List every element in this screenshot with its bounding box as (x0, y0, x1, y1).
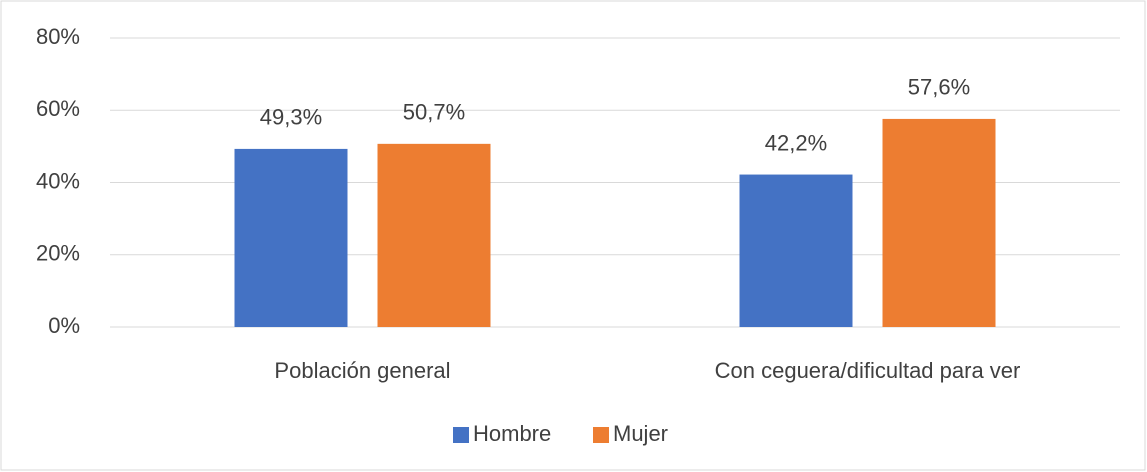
y-tick-label: 40% (36, 168, 80, 193)
data-label: 50,7% (403, 100, 465, 125)
y-tick-label: 80% (36, 24, 80, 49)
legend-label: Hombre (473, 421, 551, 446)
y-tick-label: 20% (36, 241, 80, 266)
x-tick-label: Población general (274, 358, 450, 383)
bar (882, 118, 996, 327)
legend-swatch (453, 427, 469, 443)
y-tick-label: 0% (48, 313, 80, 338)
legend-label: Mujer (613, 421, 668, 446)
bar (377, 143, 491, 327)
data-label: 42,2% (765, 130, 827, 155)
data-label: 57,6% (908, 75, 970, 100)
bar (234, 148, 348, 327)
data-label: 49,3% (260, 105, 322, 130)
legend-swatch (593, 427, 609, 443)
y-tick-label: 60% (36, 96, 80, 121)
x-tick-label: Con ceguera/dificultad para ver (715, 358, 1021, 383)
bar (739, 174, 853, 327)
